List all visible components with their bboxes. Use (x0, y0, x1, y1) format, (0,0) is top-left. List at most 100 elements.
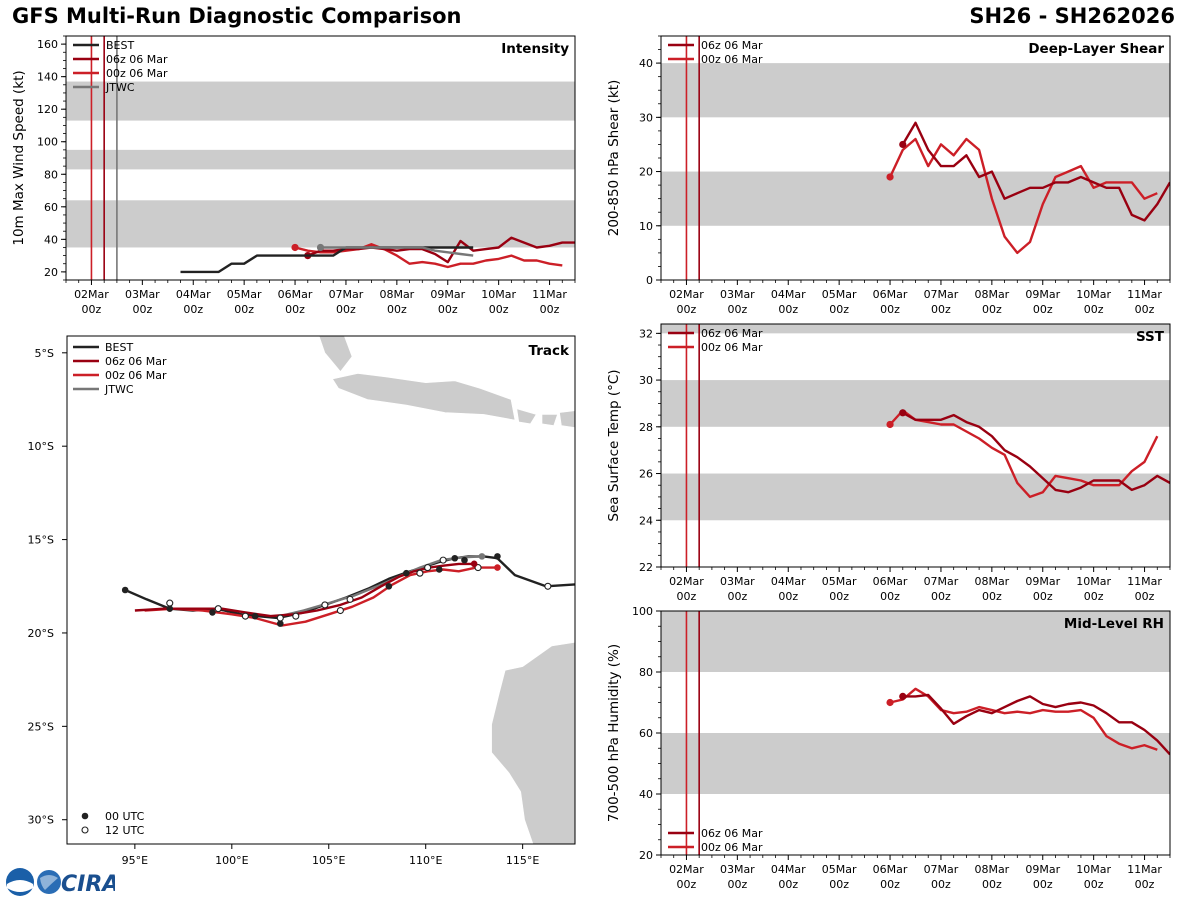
track-line-run06z (134, 562, 475, 618)
y-tick-label: 0 (646, 274, 653, 287)
y-tick-label: 30 (639, 374, 653, 387)
legend-label: 00z 06 Mar (701, 341, 763, 354)
x-tick-date-label: 11Mar (1127, 288, 1162, 301)
x-tick-hour-label: 00z (677, 878, 697, 891)
x-tick-date-label: 06Mar (278, 288, 313, 301)
track-point-12utc (276, 614, 284, 622)
sst-chart: 22 24 26 28 30 32 02Mar 00z 03Mar 00z 04Mar 00z 05Ma… (606, 323, 1171, 603)
series-start-point-run00z (886, 420, 894, 429)
series-group (180, 236, 575, 274)
y-tick-label: 60 (44, 201, 58, 214)
noaa-wave-icon (7, 880, 33, 892)
x-tick-date-label: 03Mar (720, 575, 755, 588)
x-tick-hour-label: 00z (1084, 590, 1104, 603)
legend-label: BEST (106, 39, 134, 52)
x-tick-hour-label: 00z (931, 878, 951, 891)
land-mass (491, 641, 575, 844)
y-axis-label: 200-850 hPa Shear (kt) (606, 80, 622, 237)
x-tick-hour-label: 00z (982, 878, 1002, 891)
x-tick-date-label: 09Mar (1025, 575, 1060, 588)
track-point-00utc (251, 612, 259, 620)
x-tick-hour-label: 00z (1033, 878, 1053, 891)
track-point-12utc (336, 606, 344, 615)
x-tick-date-label: 03Mar (720, 288, 755, 301)
track-map: 95°E 100°E 105°E 110°E 115°E 5°S 10°S 15°S 20°S 2… (28, 335, 576, 867)
track-point-12utc (321, 601, 329, 609)
track-point-12utc (241, 612, 249, 620)
legend-label: 06z 06 Mar (701, 327, 763, 340)
x-tick-hour-label: 00z (880, 590, 900, 603)
y-tick-label: 26 (639, 468, 653, 481)
y-tick-label: 32 (639, 327, 653, 340)
x-tick-hour-label: 00z (778, 590, 798, 603)
land-mass (559, 410, 575, 428)
track-point-12utc (346, 595, 354, 603)
x-tick-hour-label: 00z (677, 590, 697, 603)
series-start-point-run06z (899, 140, 907, 149)
land-mass (541, 414, 558, 426)
legend-label: 06z 06 Mar (701, 827, 763, 840)
x-tick-date-label: 11Mar (532, 288, 567, 301)
track-point-00utc (461, 556, 468, 564)
x-tick-hour-label: 00z (1084, 303, 1104, 316)
shaded-band (661, 63, 1170, 118)
x-tick-hour-label: 00z (438, 303, 458, 316)
x-tick-hour-label: 00z (1033, 303, 1053, 316)
x-tick-date-label: 09Mar (1025, 288, 1060, 301)
x-tick-date-label: 02Mar (74, 288, 109, 301)
x-tick-hour-label: 00z (829, 590, 849, 603)
x-tick-hour-label: 00z (1135, 303, 1155, 316)
y-tick-label: 80 (44, 168, 58, 181)
x-tick-date-label: 07Mar (329, 288, 364, 301)
lon-tick-label: 105°E (312, 854, 345, 867)
storm-id-title: SH26 - SH262026 (969, 4, 1175, 28)
map-group (121, 336, 575, 844)
series-line-run00z (889, 409, 1159, 499)
track-point-00utc (385, 582, 393, 590)
x-tick-date-label: 02Mar (669, 863, 704, 876)
lon-tick-label: 115°E (506, 854, 539, 867)
x-tick-hour-label: 00z (880, 303, 900, 316)
shaded-band (661, 171, 1170, 226)
rh-chart: 20 40 60 80 100 02Mar 00z 03Mar 00z 04Mar 00z 05Mar… (606, 605, 1171, 891)
y-tick-label: 80 (639, 666, 653, 679)
y-tick-label: 24 (639, 514, 653, 527)
y-tick-label: 22 (639, 561, 653, 574)
x-tick-hour-label: 00z (82, 303, 102, 316)
series-start-point-run00z (886, 173, 894, 181)
y-axis-label: 700-500 hPa Humidity (%) (606, 644, 622, 822)
shear-chart: 0 10 20 30 40 02Mar 00z 03Mar 00z 04Mar 00z 05Mar 00… (606, 35, 1171, 316)
series-line-run06z (902, 693, 1170, 756)
marker-legend-label: 12 UTC (105, 824, 145, 837)
x-tick-hour-label: 00z (931, 590, 951, 603)
x-tick-hour-label: 00z (727, 590, 747, 603)
x-tick-date-label: 08Mar (974, 863, 1009, 876)
y-tick-label: 28 (639, 421, 653, 434)
map-frame (66, 335, 576, 845)
x-tick-date-label: 06Mar (873, 288, 908, 301)
series-line-jtwc (320, 246, 474, 257)
legend-label: JTWC (105, 81, 135, 94)
y-tick-label: 20 (639, 166, 653, 179)
x-tick-date-label: 06Mar (873, 575, 908, 588)
x-tick-hour-label: 00z (1135, 590, 1155, 603)
lat-tick-label: 10°S (28, 440, 54, 453)
legend-label: 00z 06 Mar (701, 53, 763, 66)
x-tick-date-label: 04Mar (771, 575, 806, 588)
series-line-run00z (889, 137, 1158, 255)
series-start-point-run00z (886, 698, 894, 707)
x-tick-date-label: 10Mar (481, 288, 516, 301)
x-tick-date-label: 06Mar (873, 863, 908, 876)
lat-tick-label: 20°S (28, 627, 54, 640)
legend-label: 00z 06 Mar (701, 841, 763, 854)
x-tick-date-label: 09Mar (430, 288, 465, 301)
legend-label: 06z 06 Mar (701, 39, 763, 52)
x-tick-date-label: 08Mar (974, 575, 1009, 588)
x-tick-hour-label: 00z (1084, 878, 1104, 891)
lon-tick-label: 95°E (122, 854, 148, 867)
y-tick-label: 160 (37, 38, 58, 51)
series-line-run06z (902, 411, 1170, 494)
panel-title: Intensity (501, 41, 569, 57)
track-point-00utc (435, 566, 443, 573)
series-start-point-run00z (291, 243, 299, 252)
